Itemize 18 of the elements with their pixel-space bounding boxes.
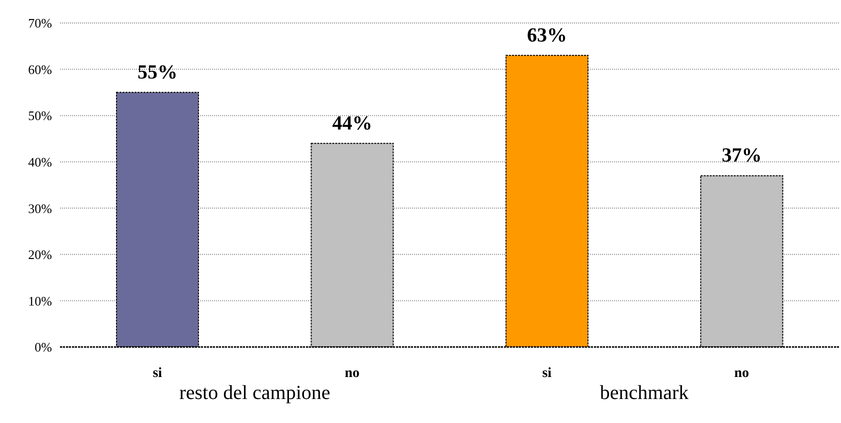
x-tick-label: si — [542, 366, 552, 381]
y-tick-label: 30% — [28, 200, 52, 216]
data-label: 37% — [722, 144, 762, 167]
text: resto del campione — [179, 382, 330, 404]
y-tick-label: 70% — [28, 16, 52, 31]
y-tick-label: 40% — [28, 154, 52, 170]
y-tick-label: 20% — [28, 247, 52, 262]
data-label: 63% — [526, 24, 567, 46]
y-tick-label: 10% — [28, 293, 52, 308]
text: benchmark — [600, 382, 689, 404]
y-tick-label: 60% — [28, 62, 52, 77]
data-label: 44% — [332, 112, 372, 134]
x-tick-label: no — [344, 366, 360, 381]
x-tick-label: si — [152, 366, 162, 381]
y-tick-label: 50% — [28, 108, 52, 124]
x-tick-label: no — [734, 366, 750, 381]
y-tick-label: 0% — [34, 340, 52, 355]
data-label: 55% — [137, 61, 178, 84]
